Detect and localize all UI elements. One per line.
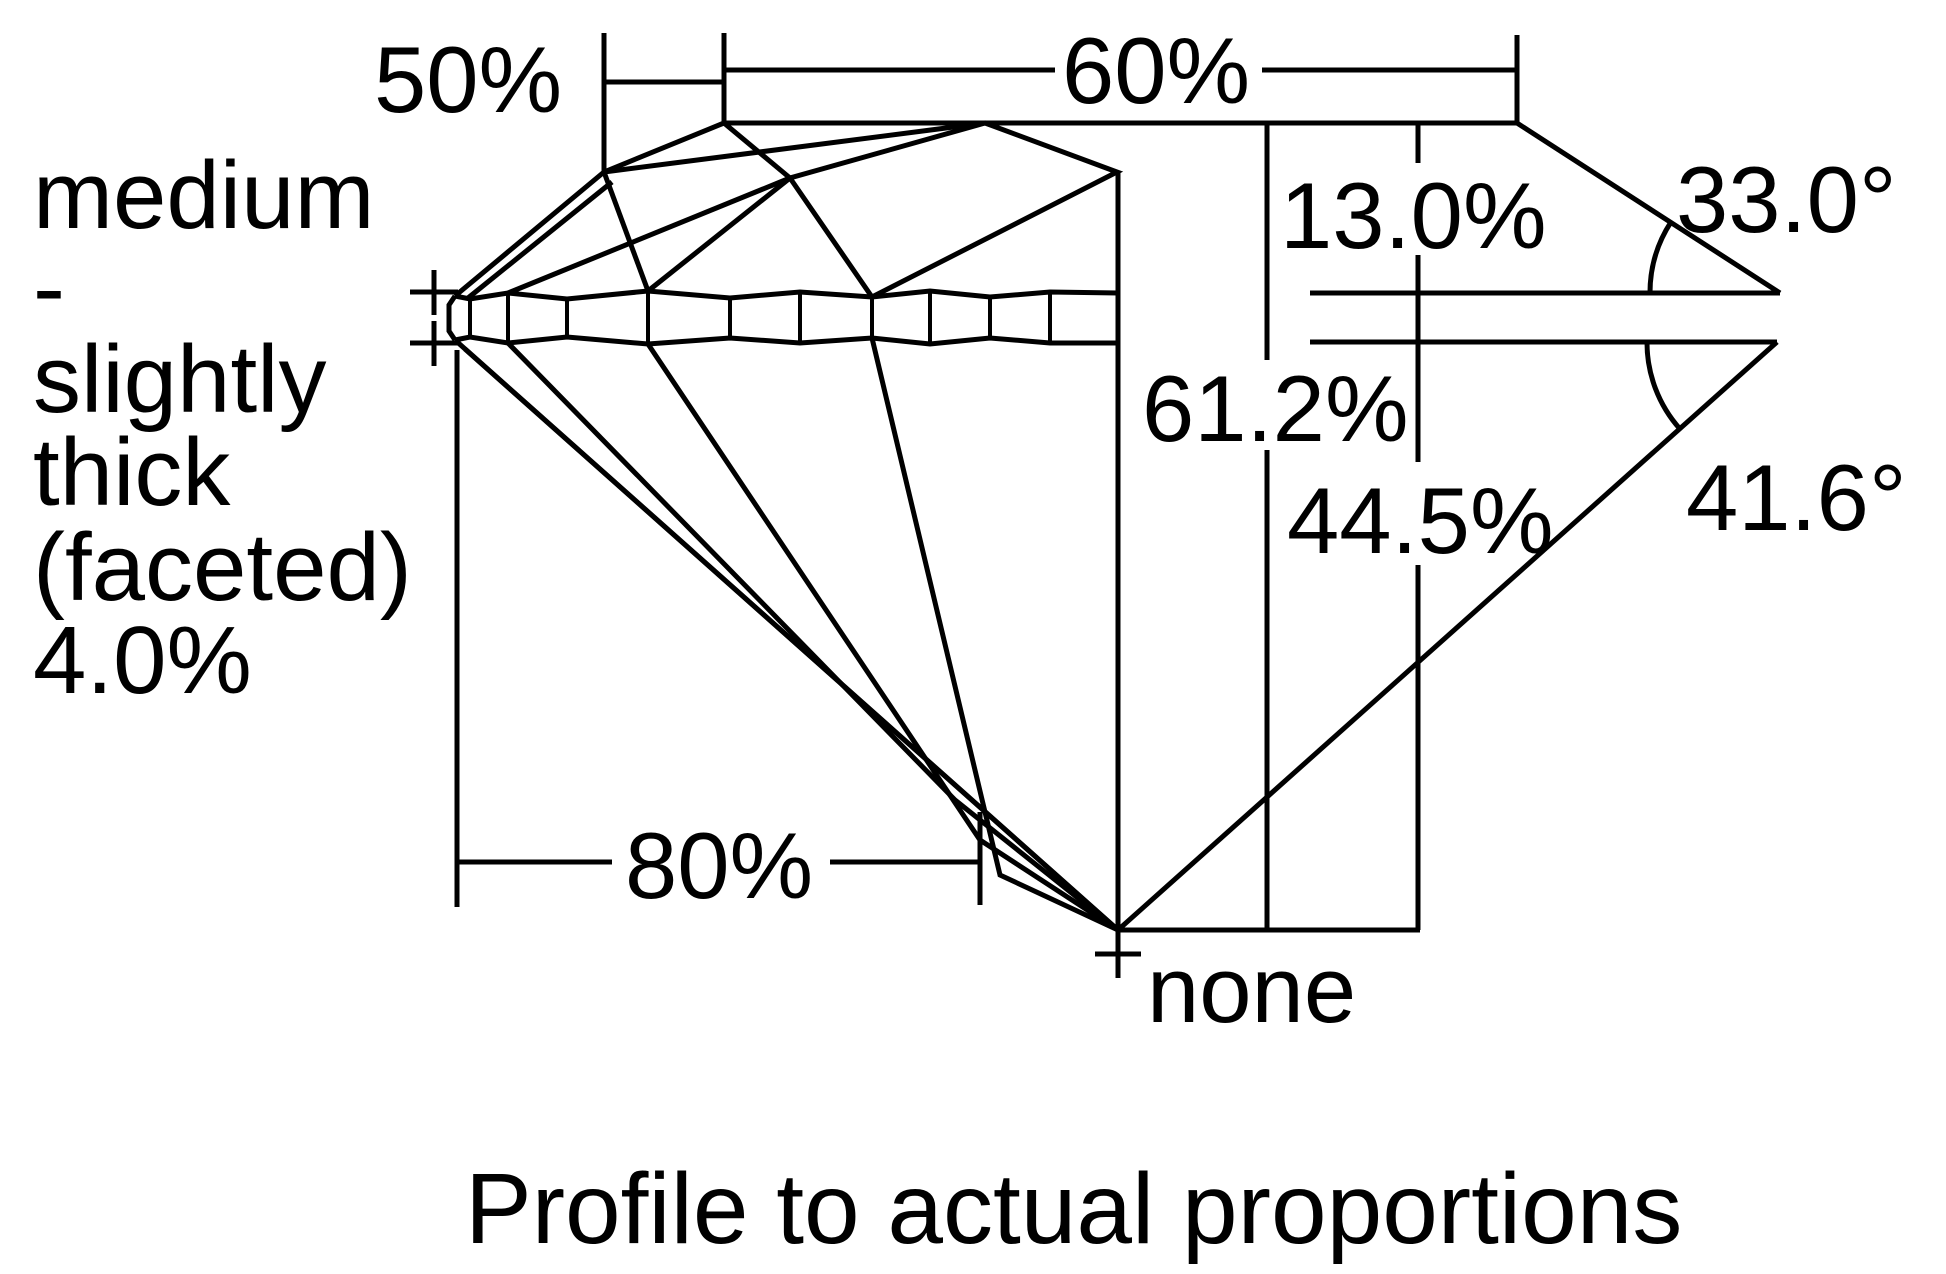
pavilion-depth-label: 44.5% <box>1287 468 1554 573</box>
girdle-band <box>454 288 1119 347</box>
crown-angle-label: 33.0° <box>1676 147 1897 252</box>
girdle-left-tip-bevel <box>446 294 458 342</box>
crown-right-slope <box>1515 120 1782 296</box>
girdle-label-line-1: medium <box>33 142 374 249</box>
crown-facets <box>507 120 1124 930</box>
bezel-kite-facet <box>785 120 1124 301</box>
diagram-caption: Profile to actual proportions <box>465 1153 1682 1265</box>
culet-tick <box>1095 930 1141 978</box>
pavilion-angle-arc <box>1644 341 1682 431</box>
lower-girdle-facet-edge <box>869 337 1120 933</box>
total-depth-label: 61.2% <box>1142 356 1409 461</box>
crown-angle-arc <box>1647 220 1674 294</box>
upper-girdle-facet-edge <box>507 175 791 296</box>
dimension-lines <box>410 33 1682 978</box>
girdle-label-line-6: 4.0% <box>33 607 252 714</box>
girdle-bottom-edge <box>454 334 1118 347</box>
star-facet-edge <box>601 171 651 292</box>
upper-girdle-facet-edge <box>646 176 792 293</box>
labels: 50% 60% 13.0% 33.0° 61.2% 44.5% 41.6° 80… <box>33 18 1907 1265</box>
girdle-label-line-2: - <box>33 234 65 341</box>
lower-half-label: 80% <box>625 813 813 918</box>
girdle-label-line-4: thick <box>33 419 231 526</box>
girdle-thickness-label: medium - slightly thick (faceted) 4.0% <box>33 142 412 714</box>
girdle-top-tick <box>410 270 458 315</box>
crown-left-inner-edge <box>466 180 614 300</box>
table-size-label: 60% <box>1062 18 1250 123</box>
girdle-label-line-3: slightly <box>33 326 326 433</box>
girdle-bottom-tick <box>410 321 458 366</box>
culet-label: none <box>1147 937 1356 1042</box>
girdle-top-edge <box>454 288 1119 302</box>
girdle-label-line-5: (faceted) <box>33 514 412 621</box>
star-length-label: 50% <box>374 27 562 132</box>
pavilion-right-slope <box>1116 340 1779 932</box>
diamond-outline <box>446 120 1782 932</box>
star-facet-top-edge <box>603 120 986 175</box>
crown-height-label: 13.0% <box>1280 163 1547 268</box>
crown-left-silhouette <box>453 120 725 298</box>
pavilion-angle-label: 41.6° <box>1686 445 1907 550</box>
pavilion-left-inner-edge <box>463 347 1120 932</box>
